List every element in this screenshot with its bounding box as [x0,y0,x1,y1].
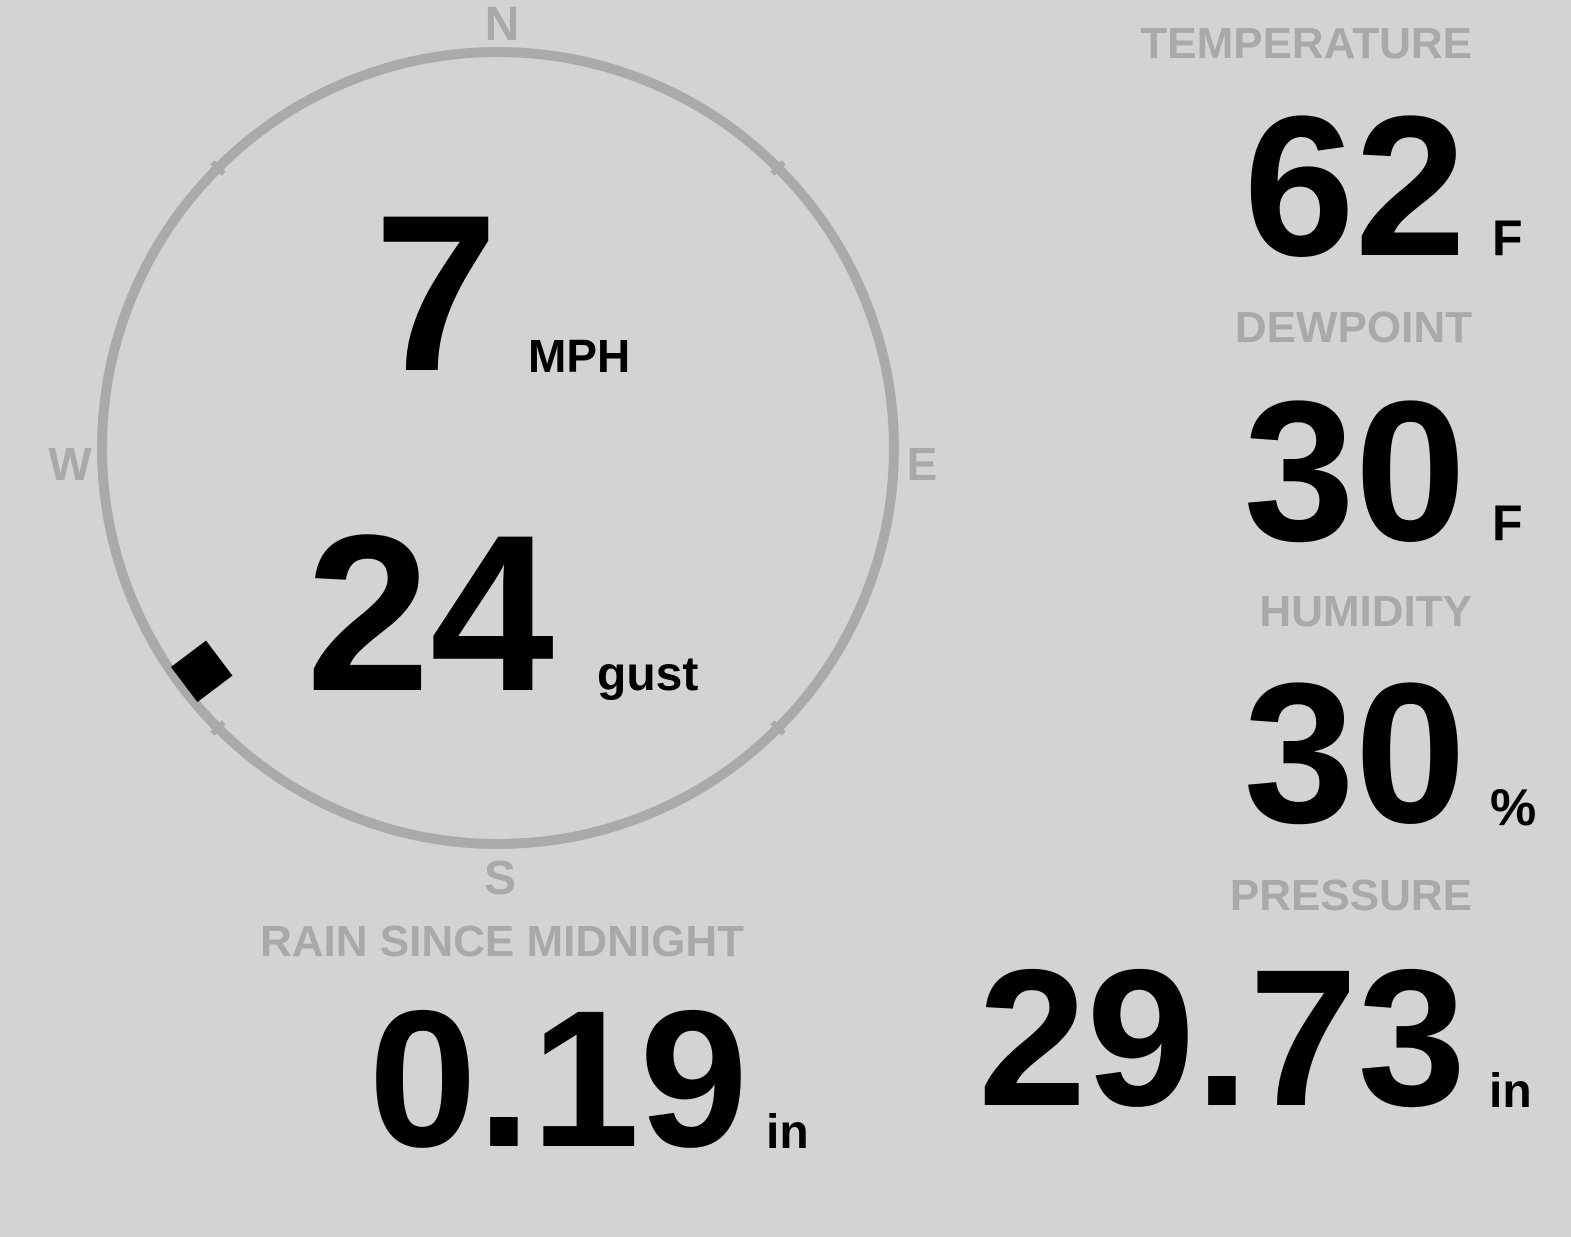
pressure-value: 29.73 [978,929,1466,1147]
diamond-pointer-icon [170,640,233,703]
compass-tick [210,160,226,176]
wind-speed-value: 7 [374,169,498,418]
temperature-value: 62 [1244,75,1466,298]
compass-ring [97,47,899,849]
rain-label: RAIN SINCE MIDNIGHT [260,917,744,966]
humidity-unit: % [1490,779,1536,837]
rain-value: 0.19 [368,970,748,1188]
compass-west: W [48,438,92,490]
wind-gust-value: 24 [306,489,554,738]
dewpoint-label: DEWPOINT [1235,303,1472,352]
wind-gust-label: gust [597,648,698,701]
temperature-label: TEMPERATURE [1140,19,1472,68]
dewpoint-panel: DEWPOINT 30 F [1235,303,1523,583]
compass-tick [210,720,226,736]
rain-panel: RAIN SINCE MIDNIGHT 0.19 in [260,917,809,1188]
temperature-panel: TEMPERATURE 62 F [1140,19,1522,298]
dewpoint-unit: F [1492,495,1523,551]
compass-south: S [484,852,516,905]
rain-unit: in [766,1106,809,1159]
compass-tick [770,720,786,736]
wind-direction-pointer-icon [170,640,233,703]
compass-north: N [485,0,520,51]
humidity-panel: HUMIDITY 30 % [1244,587,1537,865]
pressure-unit: in [1489,1065,1532,1118]
temperature-unit: F [1492,210,1523,266]
pressure-label: PRESSURE [1230,871,1472,920]
humidity-value: 30 [1244,642,1466,865]
wind-speed-unit: MPH [528,330,630,382]
compass-ticks [210,160,786,736]
wind-compass: N S W E 7 MPH 24 gust [48,0,937,905]
compass-east: E [907,438,938,490]
humidity-label: HUMIDITY [1259,587,1472,636]
compass-tick [770,160,786,176]
pressure-panel: PRESSURE 29.73 in [978,871,1532,1147]
dewpoint-value: 30 [1244,360,1466,583]
